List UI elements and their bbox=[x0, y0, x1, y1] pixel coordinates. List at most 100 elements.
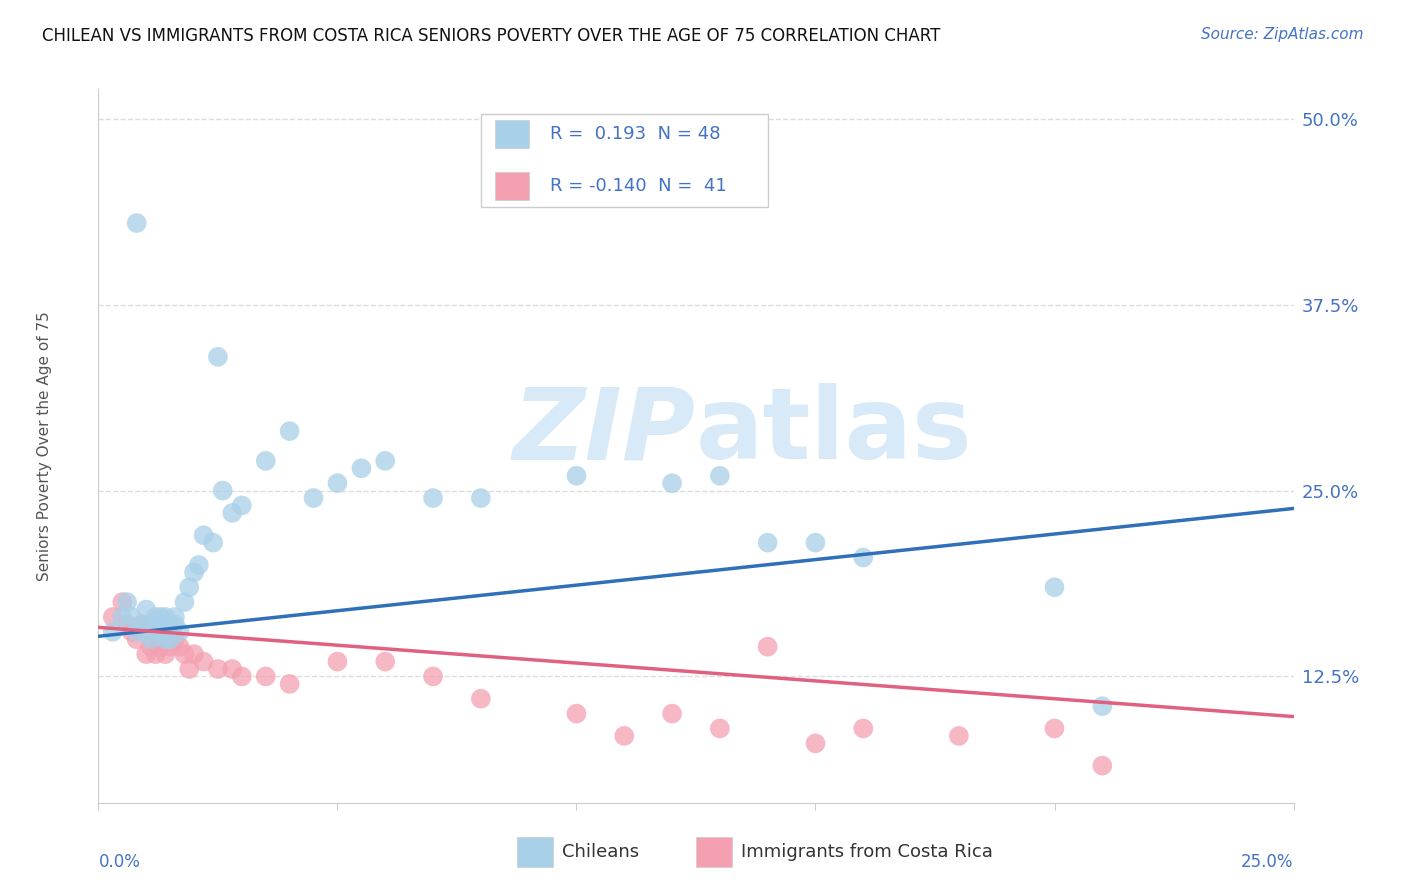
FancyBboxPatch shape bbox=[481, 114, 768, 207]
Point bbox=[183, 566, 205, 580]
Point bbox=[145, 610, 167, 624]
Point bbox=[254, 454, 277, 468]
Point bbox=[135, 647, 157, 661]
Point bbox=[139, 632, 162, 647]
Point bbox=[179, 662, 201, 676]
Point bbox=[163, 610, 186, 624]
Point bbox=[163, 617, 186, 632]
Point bbox=[302, 491, 325, 505]
Point bbox=[326, 655, 349, 669]
Text: ZIP: ZIP bbox=[513, 384, 696, 480]
Point bbox=[115, 595, 138, 609]
Point bbox=[852, 550, 875, 565]
Point bbox=[145, 624, 167, 639]
Point bbox=[149, 640, 172, 654]
Point bbox=[422, 491, 444, 505]
Point bbox=[125, 624, 148, 639]
Point bbox=[1091, 699, 1114, 714]
Point bbox=[139, 617, 162, 632]
Point bbox=[169, 624, 191, 639]
Text: Immigrants from Costa Rica: Immigrants from Costa Rica bbox=[741, 843, 993, 861]
Point bbox=[159, 632, 181, 647]
Text: Chileans: Chileans bbox=[562, 843, 640, 861]
Point bbox=[207, 350, 229, 364]
Point bbox=[278, 677, 301, 691]
Point bbox=[173, 595, 195, 609]
Point bbox=[159, 617, 181, 632]
Point bbox=[163, 632, 186, 647]
Point bbox=[613, 729, 636, 743]
Point bbox=[149, 624, 172, 639]
Point bbox=[948, 729, 970, 743]
Point bbox=[169, 640, 191, 654]
Point bbox=[135, 624, 157, 639]
Point bbox=[207, 662, 229, 676]
FancyBboxPatch shape bbox=[495, 120, 529, 148]
Point bbox=[374, 454, 396, 468]
Point bbox=[1091, 758, 1114, 772]
Point bbox=[565, 468, 588, 483]
Point bbox=[139, 640, 162, 654]
Point bbox=[221, 662, 243, 676]
Point bbox=[709, 468, 731, 483]
Point bbox=[470, 491, 492, 505]
Point bbox=[756, 535, 779, 549]
Point bbox=[470, 691, 492, 706]
Point bbox=[155, 632, 177, 647]
Point bbox=[422, 669, 444, 683]
Point bbox=[139, 624, 162, 639]
Point bbox=[149, 624, 172, 639]
Point bbox=[1043, 722, 1066, 736]
Point bbox=[1043, 580, 1066, 594]
Point bbox=[145, 647, 167, 661]
Point bbox=[326, 476, 349, 491]
Point bbox=[183, 647, 205, 661]
Text: CHILEAN VS IMMIGRANTS FROM COSTA RICA SENIORS POVERTY OVER THE AGE OF 75 CORRELA: CHILEAN VS IMMIGRANTS FROM COSTA RICA SE… bbox=[42, 27, 941, 45]
Point bbox=[661, 476, 683, 491]
Point bbox=[661, 706, 683, 721]
Point bbox=[254, 669, 277, 683]
Point bbox=[145, 632, 167, 647]
Text: R =  0.193  N = 48: R = 0.193 N = 48 bbox=[550, 126, 721, 144]
Point bbox=[111, 595, 134, 609]
Point bbox=[221, 506, 243, 520]
FancyBboxPatch shape bbox=[517, 837, 553, 867]
Point bbox=[179, 580, 201, 594]
Point bbox=[193, 528, 215, 542]
Point bbox=[135, 602, 157, 616]
FancyBboxPatch shape bbox=[495, 172, 529, 200]
Text: Source: ZipAtlas.com: Source: ZipAtlas.com bbox=[1201, 27, 1364, 42]
Point bbox=[193, 655, 215, 669]
Point bbox=[565, 706, 588, 721]
Point bbox=[115, 617, 138, 632]
Point bbox=[211, 483, 233, 498]
Point bbox=[804, 535, 827, 549]
Point bbox=[852, 722, 875, 736]
Point bbox=[125, 216, 148, 230]
Point bbox=[121, 624, 143, 639]
Point bbox=[101, 610, 124, 624]
Point bbox=[173, 647, 195, 661]
Point bbox=[125, 632, 148, 647]
Point bbox=[709, 722, 731, 736]
Point bbox=[804, 736, 827, 750]
Text: 25.0%: 25.0% bbox=[1241, 853, 1294, 871]
Point bbox=[350, 461, 373, 475]
Point bbox=[159, 640, 181, 654]
Point bbox=[187, 558, 209, 572]
Point bbox=[231, 669, 253, 683]
Text: Seniors Poverty Over the Age of 75: Seniors Poverty Over the Age of 75 bbox=[37, 311, 52, 581]
Point bbox=[131, 617, 153, 632]
Text: 0.0%: 0.0% bbox=[98, 853, 141, 871]
Point bbox=[131, 617, 153, 632]
Text: R = -0.140  N =  41: R = -0.140 N = 41 bbox=[550, 177, 727, 194]
Point bbox=[231, 499, 253, 513]
Point bbox=[202, 535, 225, 549]
Point bbox=[155, 610, 177, 624]
Text: atlas: atlas bbox=[696, 384, 973, 480]
Point bbox=[155, 647, 177, 661]
Point bbox=[121, 610, 143, 624]
Point bbox=[135, 624, 157, 639]
Point bbox=[374, 655, 396, 669]
FancyBboxPatch shape bbox=[696, 837, 733, 867]
